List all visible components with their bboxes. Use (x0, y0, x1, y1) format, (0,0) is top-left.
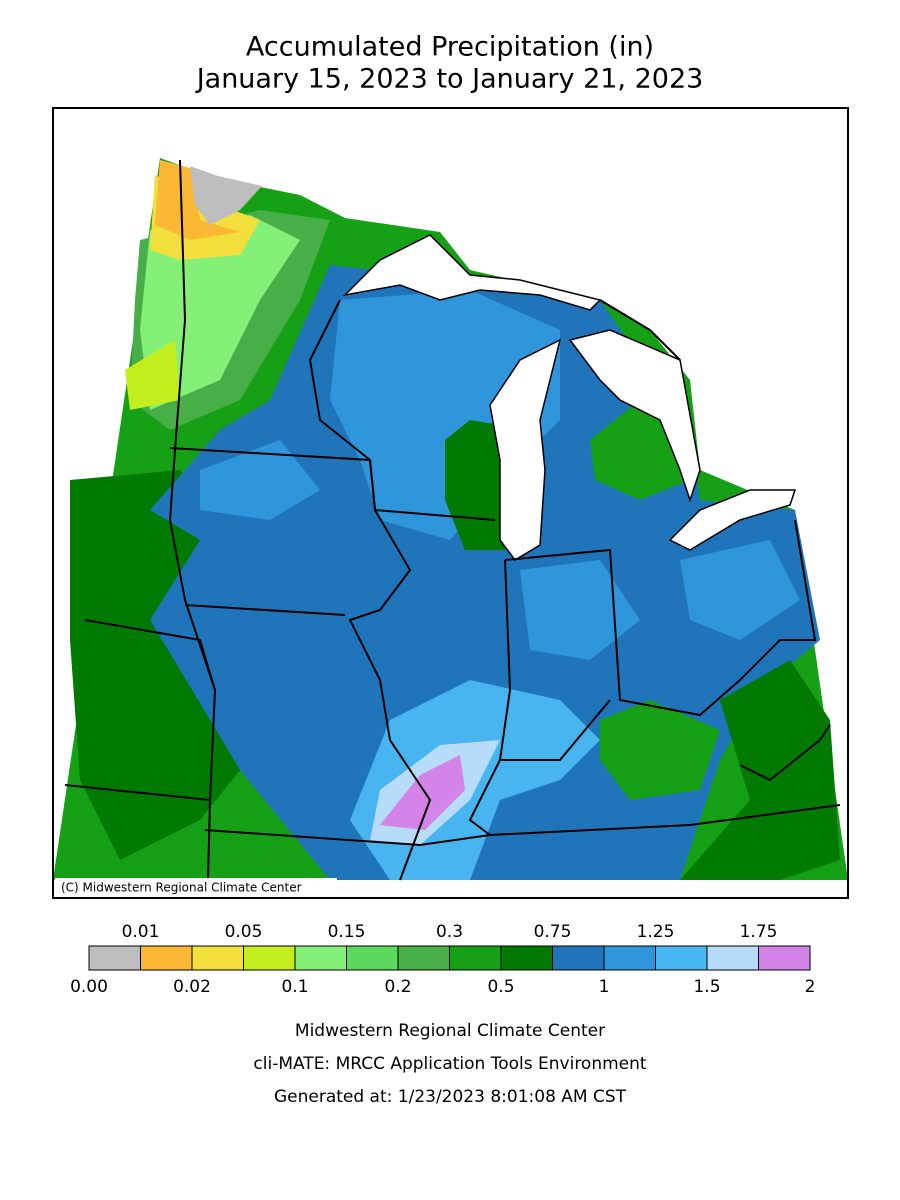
region (680, 540, 800, 640)
state-line (739, 724, 831, 782)
legend: 0.00 0.01 0.02 0.05 0.1 0.15 0.2 0.3 0.5 0.75 1 1.2… (70, 922, 815, 997)
region (680, 660, 840, 880)
legend-label: 0.00 (70, 977, 108, 997)
state-line (500, 699, 611, 761)
legend-swatch (140, 945, 193, 971)
lake-michigan (489, 338, 562, 561)
legend-swatch (655, 945, 708, 971)
legend-swatch (500, 945, 553, 971)
copyright: (C) Midwestern Regional Climate Center (61, 881, 302, 895)
copyright-box (55, 878, 337, 897)
title: Accumulated Precipitation (in) (246, 32, 654, 63)
legend-label: 0.15 (328, 922, 366, 942)
region (600, 700, 720, 800)
legend-label: 0.3 (436, 922, 463, 942)
legend-label: 1.5 (693, 977, 720, 997)
region (380, 755, 465, 830)
legend-label: 0.01 (122, 922, 160, 942)
region (520, 560, 640, 660)
map-frame (52, 107, 849, 899)
map (53, 158, 848, 881)
legend-swatch (294, 945, 347, 971)
state-line (184, 604, 346, 616)
legend-label: 1.75 (740, 922, 778, 942)
subtitle: January 15, 2023 to January 21, 2023 (195, 64, 704, 95)
legend-swatch (449, 945, 502, 971)
legend-swatch (397, 945, 450, 971)
legend-swatch (603, 945, 656, 971)
footer: cli-MATE: MRCC Application Tools Environ… (253, 1054, 646, 1074)
legend-swatch (758, 945, 811, 971)
legend-swatch (243, 945, 296, 971)
legend-label: 0.1 (281, 977, 308, 997)
state-line (308, 299, 432, 881)
legend-swatch (191, 945, 244, 971)
legend-swatch (88, 945, 141, 971)
footer: Midwestern Regional Climate Center (295, 1021, 605, 1041)
region (190, 166, 262, 225)
legend-swatch (346, 945, 399, 971)
state-line (504, 519, 817, 717)
lake-superior (342, 234, 602, 311)
legend-label: 1.25 (637, 922, 675, 942)
legend-swatch (706, 945, 759, 971)
legend-label: 0.75 (534, 922, 572, 942)
lake-huron (568, 329, 701, 503)
state-line (168, 159, 217, 881)
region (200, 440, 320, 520)
legend-label: 0.2 (384, 977, 411, 997)
state-line (84, 619, 216, 691)
legend-label: 1 (599, 977, 610, 997)
state-line (599, 299, 681, 361)
state-line (64, 784, 211, 801)
legend-label: 0.05 (225, 922, 263, 942)
state-line (204, 804, 841, 847)
legend-swatch (552, 945, 605, 971)
region (155, 160, 240, 240)
region (140, 215, 300, 410)
region (125, 340, 180, 410)
legend-label: 2 (805, 977, 816, 997)
lake-erie (668, 489, 797, 551)
footer: Generated at: 1/23/2023 8:01:08 AM CST (274, 1087, 627, 1107)
legend-label: 0.02 (173, 977, 211, 997)
legend-label: 0.5 (487, 977, 514, 997)
